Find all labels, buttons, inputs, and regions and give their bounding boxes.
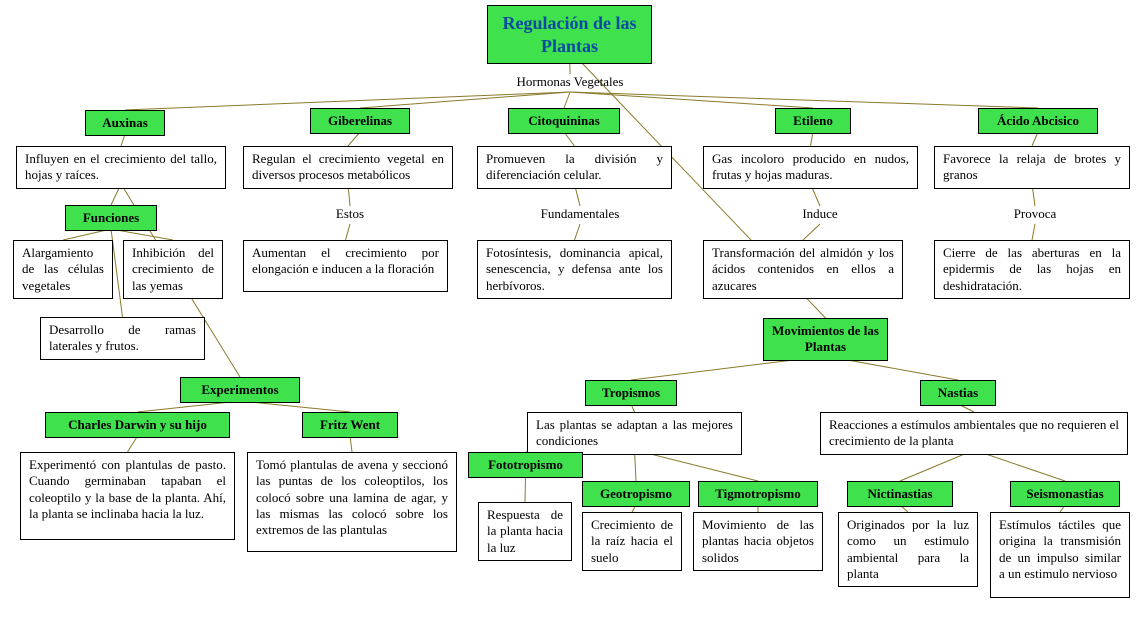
node-movimientos: Movimientos de las Plantas [763,318,888,361]
node-fritz: Fritz Went [302,412,398,438]
node-etil_detail: Transformación del almidón y los ácidos … [703,240,903,299]
node-etileno: Etileno [775,108,851,134]
node-darwin_desc: Experimentó con plantulas de pasto. Cuan… [20,452,235,540]
node-fototropismo: Fototropismo [468,452,583,478]
node-tigmo_desc: Movimiento de las plantas hacia objetos … [693,512,823,571]
node-func2: Inhibición del crecimiento de las yemas [123,240,223,299]
node-trop_desc: Las plantas se adaptan a las mejores con… [527,412,742,455]
node-auxinas_desc: Influyen en el crecimiento del tallo, ho… [16,146,226,189]
node-abcisico: Ácido Abcisico [978,108,1098,134]
node-func1: Alargamiento de las células vegetales [13,240,113,299]
node-citoquininas_desc: Promueven la división y diferenciación c… [477,146,672,189]
node-func3: Desarrollo de ramas laterales y frutos. [40,317,205,360]
node-geo_desc: Crecimiento de la raíz hacia el suelo [582,512,682,571]
node-etileno_desc: Gas incoloro producido en nudos, frutas … [703,146,918,189]
node-tropismos: Tropismos [585,380,677,406]
node-darwin: Charles Darwin y su hijo [45,412,230,438]
node-nastias: Nastias [920,380,996,406]
node-fundamentales: Fundamentales [525,206,635,224]
node-provoca: Provoca [1000,206,1070,224]
node-fritz_desc: Tomó plantulas de avena y seccionó las p… [247,452,457,552]
node-nast_desc: Reacciones a estímulos ambientales que n… [820,412,1128,455]
node-gib_detail: Aumentan el crecimiento por elongación e… [243,240,448,292]
node-foto_desc: Respuesta de la planta hacia la luz [478,502,572,561]
node-giberelinas: Giberelinas [310,108,410,134]
node-citoquininas: Citoquininas [508,108,620,134]
node-induce: Induce [790,206,850,224]
node-nict_desc: Originados por la luz como un estimulo a… [838,512,978,587]
node-funciones: Funciones [65,205,157,231]
node-seismo: Seismonastias [1010,481,1120,507]
node-experimentos: Experimentos [180,377,300,403]
node-seis_desc: Estímulos táctiles que origina la transm… [990,512,1130,598]
node-hormonas: Hormonas Vegetales [500,74,640,92]
node-title: Regulación de las Plantas [487,5,652,64]
node-abcisico_desc: Favorece la relaja de brotes y granos [934,146,1130,189]
node-geotropismo: Geotropismo [582,481,690,507]
node-estos: Estos [320,206,380,224]
node-nictinastias: Nictinastias [847,481,953,507]
node-cito_detail: Fotosíntesis, dominancia apical, senesce… [477,240,672,299]
node-auxinas: Auxinas [85,110,165,136]
node-giberelinas_desc: Regulan el crecimiento vegetal en divers… [243,146,453,189]
node-abc_detail: Cierre de las aberturas en la epidermis … [934,240,1130,299]
node-tigmo: Tigmotropismo [698,481,818,507]
